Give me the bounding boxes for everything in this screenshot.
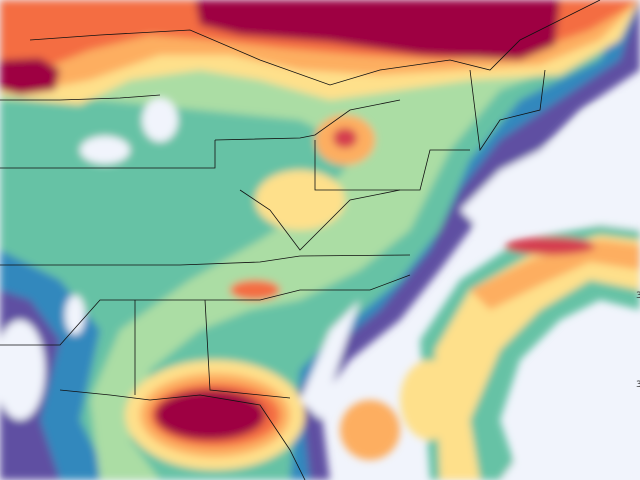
edge-label: 3	[636, 291, 640, 301]
edge-label: 3	[636, 380, 640, 390]
borders	[0, 0, 601, 480]
